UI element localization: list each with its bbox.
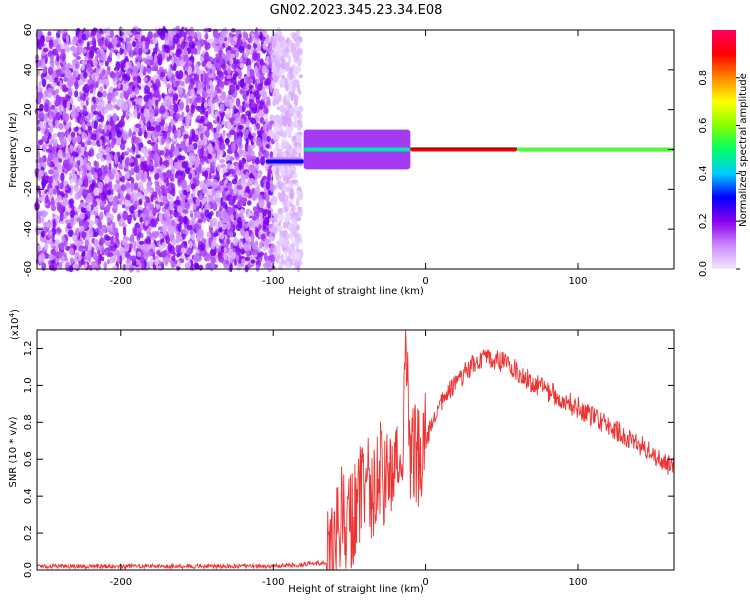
figure-title: GN02.2023.345.23.34.E08 [270,3,443,18]
snr-y-scale-exponent: 4 [8,312,16,317]
y-tick-label: -20 [23,181,34,197]
x-tick-label: -200 [109,577,132,588]
y-tick-label: 0.8 [23,414,34,430]
snr-frame [36,329,675,571]
colorbar-tick-label: 0.6 [698,118,709,134]
snr-x-axis-label: Height of straight line (km) [288,584,424,595]
spectrogram-x-axis-label: Height of straight line (km) [288,286,424,297]
snr-y-scale-close: ) [10,309,21,313]
spectrogram-region [265,157,304,166]
colorbar-gradient [712,30,736,269]
spectrogram-plot-area [34,25,674,273]
y-tick-label: 0.4 [23,488,34,504]
x-tick-label: 100 [568,577,587,588]
colorbar-tick-label: 0.0 [698,261,709,277]
snr-series-line [36,329,675,571]
x-tick-label: -100 [262,577,285,588]
x-tick-label: -200 [109,276,132,287]
colorbar-tick-label: 0.8 [698,70,709,86]
spectrogram-region [270,26,304,273]
y-tick-label: -60 [23,261,34,277]
y-tick-label: 20 [23,103,34,116]
x-tick-label: 0 [422,276,428,287]
colorbar: 0.0 0.2 0.4 0.6 0.8 Normalized spectral ampl… [698,30,749,277]
x-tick-label: 0 [422,577,428,588]
snr-y-axis-label: SNR (10 * v/v) [8,416,19,487]
spectrogram-y-axis-label: Frequency (Hz) [8,112,19,188]
spectrogram-region [410,147,518,152]
y-tick-label: 0.6 [23,451,34,467]
colorbar-ticks: 0.0 0.2 0.4 0.6 0.8 [698,70,740,277]
spectrogram-region [303,129,411,170]
colorbar-tick-label: 0.4 [698,165,709,181]
y-tick-label: 60 [23,24,34,37]
y-tick-label: 0.2 [23,525,34,541]
y-tick-label: 1.0 [23,377,34,393]
x-tick-label: 100 [568,276,587,287]
x-tick-label: -100 [262,276,285,287]
spectrogram-region [34,25,277,273]
snr-y-scale-open: (x10 [10,317,21,340]
y-tick-label: 0 [23,146,34,152]
snr-panel: -200 -100 0 100 0.0 0.2 0.4 0.6 0.8 1.0 1.2 Height… [8,309,675,595]
colorbar-label: Normalized spectral amplitude [738,73,749,227]
y-tick-label: 40 [23,63,34,76]
spectrogram-region [517,147,674,152]
snr-axes: -200 -100 0 100 0.0 0.2 0.4 0.6 0.8 1.0 1.2 [23,330,674,588]
y-tick-label: 0.0 [23,562,34,578]
y-tick-label: -40 [23,221,34,237]
y-tick-label: 1.2 [23,341,34,357]
snr-y-scale-label: (x104) [8,309,21,340]
colorbar-tick-label: 0.2 [698,213,709,229]
svg-text:(x104): (x104) [8,309,21,340]
